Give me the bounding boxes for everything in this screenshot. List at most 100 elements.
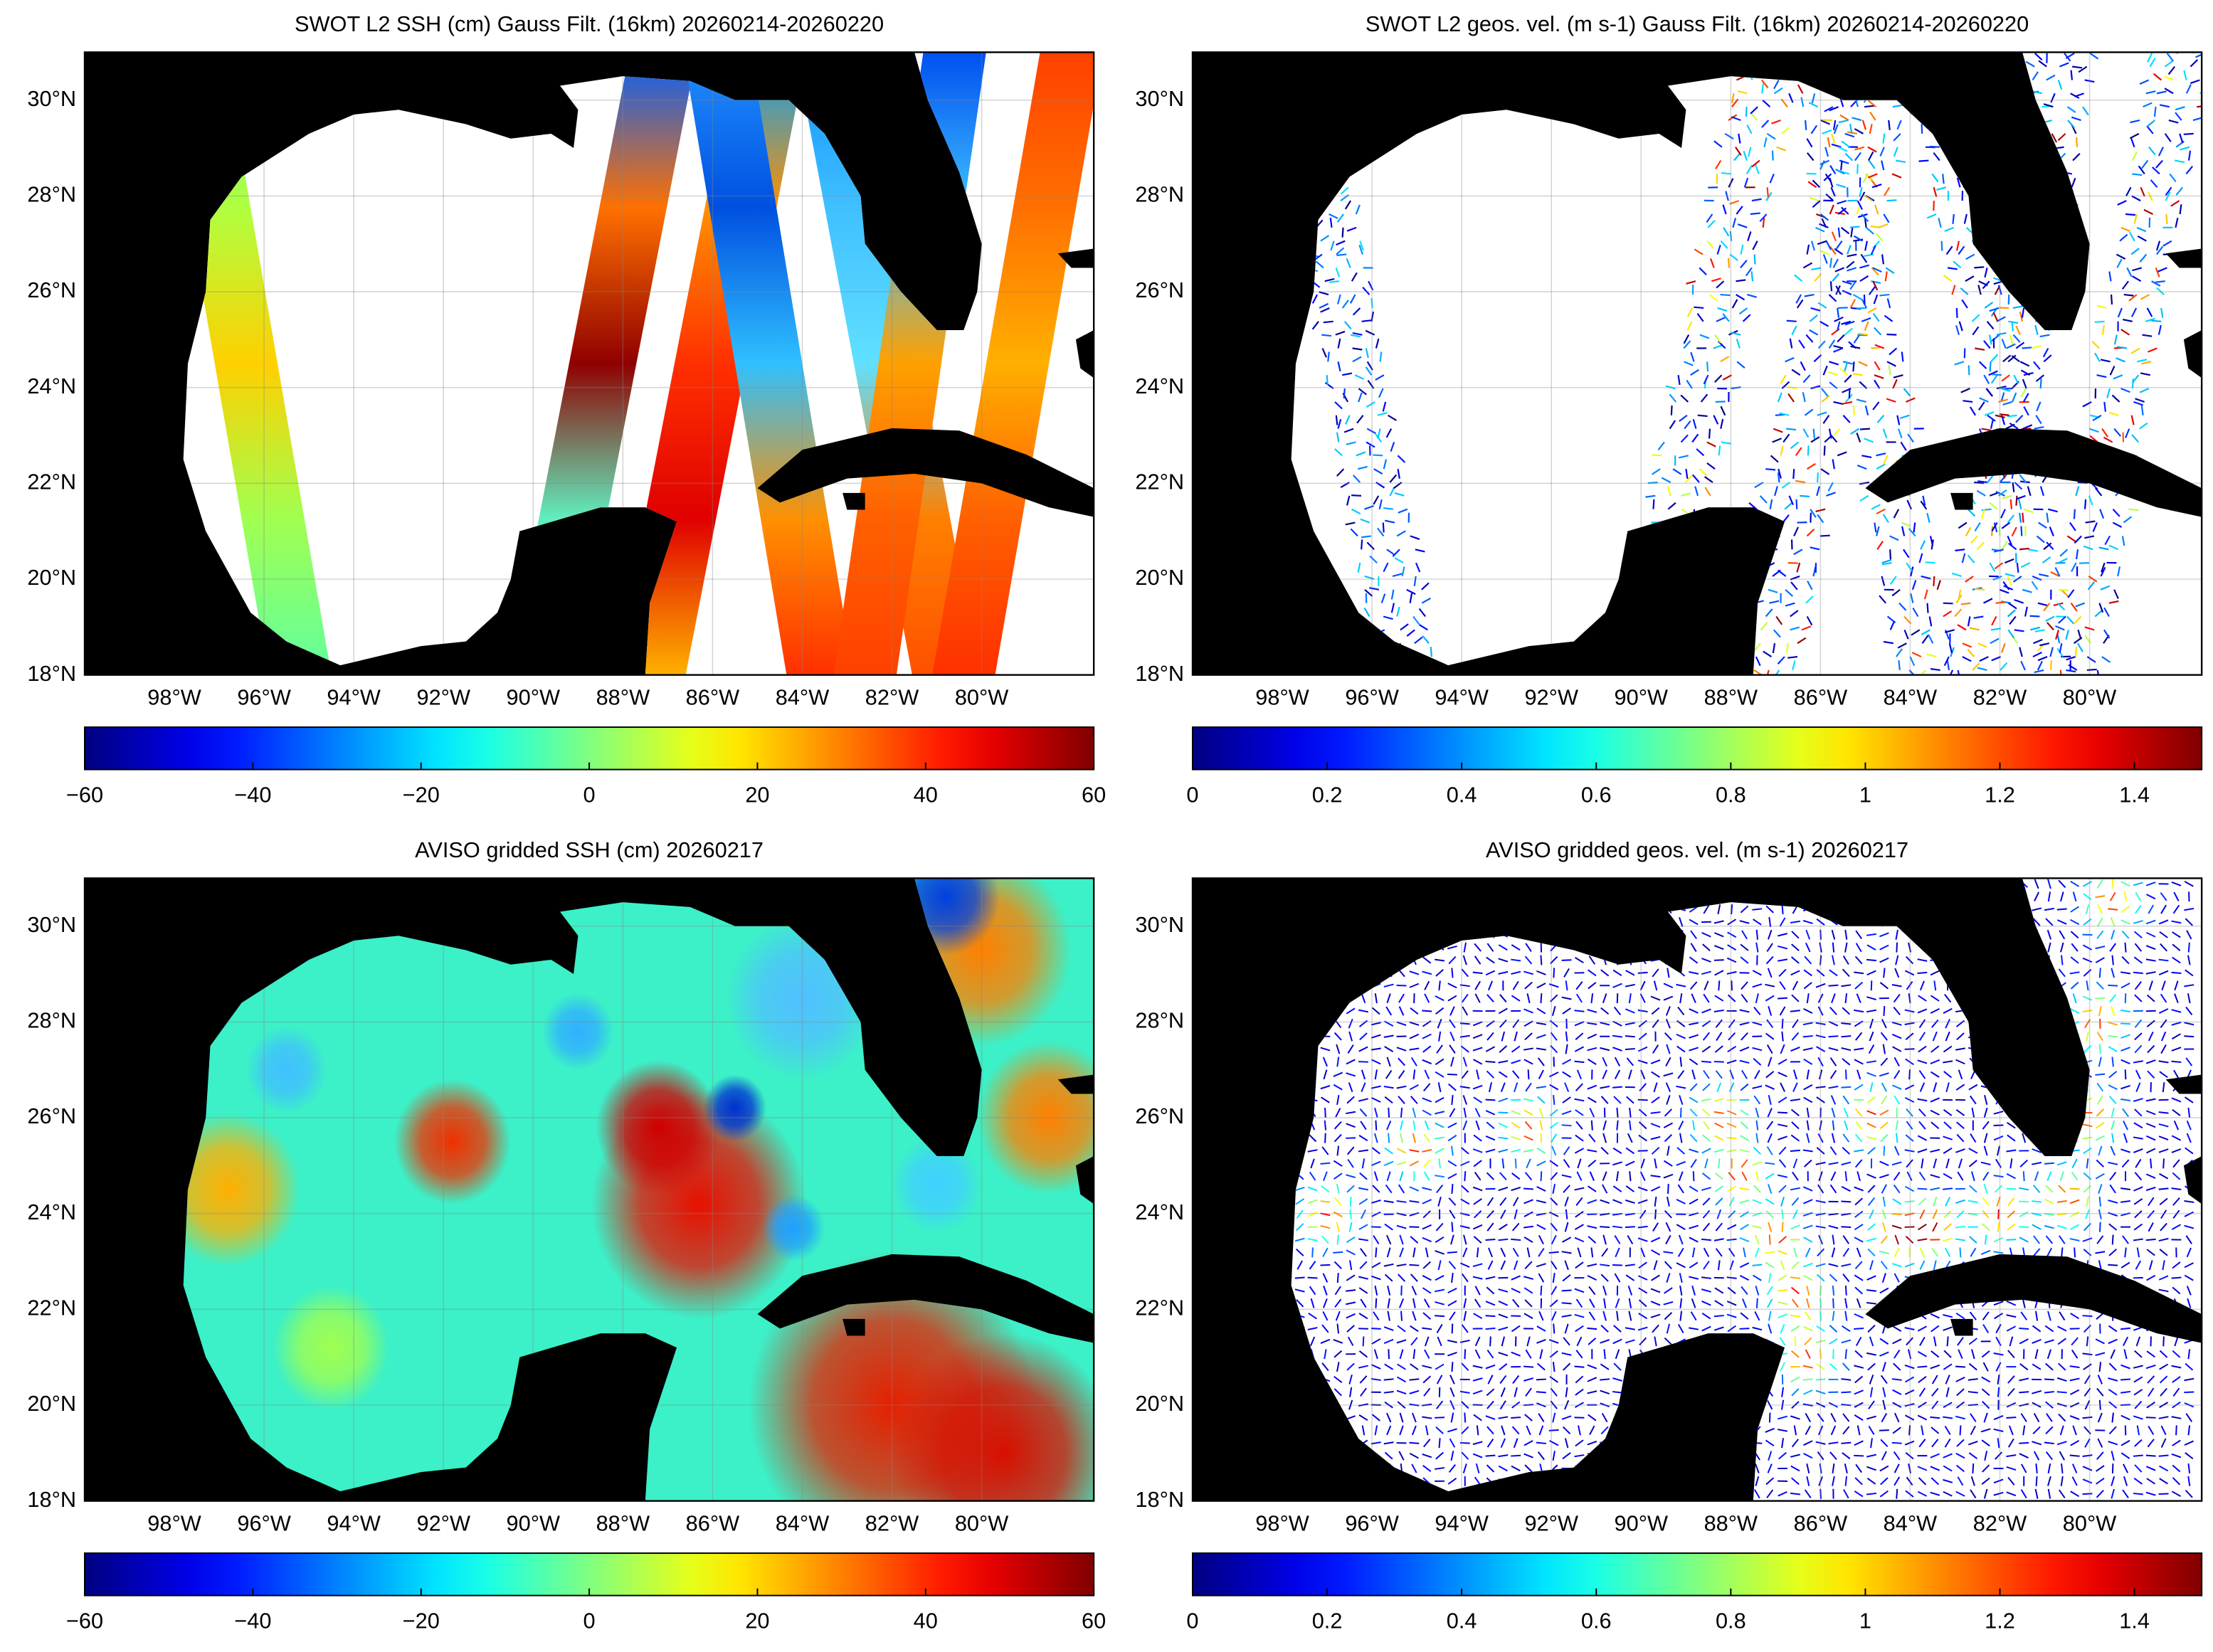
velocity-arrow [1464, 1171, 1467, 1182]
velocity-arrow [1548, 1251, 1559, 1254]
velocity-arrow [1854, 1133, 1863, 1143]
velocity-arrow [2116, 253, 2126, 260]
velocity-arrow [2076, 549, 2079, 560]
velocity-arrow [1549, 1084, 1559, 1091]
velocity-arrow [1370, 1199, 1381, 1204]
velocity-arrow [2032, 1148, 2042, 1153]
velocity-arrow [1461, 968, 1469, 978]
velocity-arrow [1926, 213, 1937, 219]
velocity-arrow [2172, 1172, 2181, 1180]
velocity-arrow [1437, 1336, 1442, 1347]
velocity-arrow [1409, 1200, 1420, 1203]
island [843, 492, 865, 510]
velocity-arrow [1780, 445, 1784, 456]
velocity-arrow [1993, 549, 2004, 553]
velocity-arrow [1340, 194, 1349, 202]
velocity-arrow [1848, 388, 1851, 398]
velocity-arrow [1701, 1301, 1711, 1306]
velocity-arrow [2046, 512, 2049, 523]
velocity-arrow [2171, 1097, 2182, 1103]
velocity-arrow [1841, 1212, 1852, 1216]
velocity-arrow [1863, 295, 1866, 305]
velocity-arrow [1511, 1325, 1521, 1333]
velocity-arrow [1188, 231, 1191, 240]
velocity-arrow [1806, 138, 1813, 148]
velocity-arrow [2038, 521, 2047, 529]
velocity-arrow [1897, 642, 1907, 649]
velocity-arrow [1321, 1146, 1329, 1155]
velocity-arrow [1958, 589, 1962, 600]
velocity-arrow [2135, 1082, 2141, 1092]
lat-tick-label: 18°N [27, 1487, 76, 1512]
velocity-arrow [1413, 576, 1417, 586]
velocity-arrow [1447, 1122, 1457, 1128]
velocity-arrow [2108, 1071, 2118, 1079]
velocity-arrow [1551, 1311, 1557, 1321]
velocity-arrow [1864, 217, 1867, 228]
velocity-arrow [1883, 640, 1894, 645]
velocity-arrow [1866, 1096, 1876, 1104]
velocity-arrow [1341, 300, 1349, 309]
velocity-arrow [2042, 556, 2051, 563]
velocity-arrow [2032, 1185, 2041, 1194]
velocity-arrow [2011, 526, 2017, 536]
velocity-arrow [1978, 361, 1987, 369]
velocity-arrow [2168, 119, 2179, 124]
velocity-arrow [2148, 347, 2157, 353]
velocity-arrow [1778, 933, 1788, 937]
velocity-arrow [1667, 1145, 1670, 1156]
velocity-arrow [1853, 235, 1864, 242]
island [843, 1318, 865, 1336]
velocity-arrow [1828, 1020, 1839, 1027]
velocity-arrow [2172, 1261, 2181, 1269]
velocity-arrow [1829, 1057, 1837, 1066]
velocity-arrow [2083, 918, 2092, 926]
velocity-arrow [1944, 629, 1955, 633]
velocity-arrow [1587, 1033, 1597, 1039]
velocity-arrow [1709, 258, 1715, 268]
velocity-arrow [1879, 1174, 1889, 1179]
velocity-arrow [1889, 549, 1892, 560]
velocity-arrow [1897, 428, 1903, 439]
velocity-arrow [2120, 1327, 2131, 1330]
velocity-arrow [1822, 254, 1828, 264]
velocity-arrow [1866, 1071, 1876, 1077]
velocity-arrow [2070, 880, 2080, 887]
velocity-arrow [1330, 240, 1335, 251]
velocity-arrow [1174, 228, 1176, 238]
velocity-arrow [1700, 393, 1708, 403]
velocity-arrow [1832, 942, 1835, 953]
velocity-arrow [1729, 1260, 1734, 1271]
velocity-arrow [1831, 143, 1842, 148]
velocity-arrow [2100, 359, 2111, 363]
velocity-arrow [2172, 1159, 2180, 1168]
velocity-arrow [1803, 1007, 1813, 1015]
velocity-arrow [1920, 540, 1926, 550]
velocity-arrow [2082, 106, 2089, 116]
velocity-arrow [2047, 891, 2051, 902]
velocity-arrow [1863, 194, 1873, 202]
velocity-arrow [1767, 1108, 1773, 1118]
velocity-arrow [2120, 226, 2131, 233]
velocity-arrow [1752, 1225, 1763, 1229]
velocity-arrow [1928, 616, 1933, 627]
velocity-arrow [2121, 955, 2130, 965]
velocity-arrow [1930, 995, 1940, 1002]
velocity-arrow [1309, 1260, 1316, 1270]
velocity-arrow [1879, 595, 1886, 604]
lat-tick-label: 22°N [1135, 469, 1184, 494]
velocity-arrow [2109, 891, 2116, 901]
velocity-arrow [1689, 1261, 1699, 1269]
velocity-arrow [2125, 186, 2132, 197]
velocity-arrow [1562, 1237, 1572, 1243]
velocity-arrow [1701, 1148, 1711, 1154]
velocity-arrow [1727, 931, 1737, 938]
velocity-arrow [1824, 106, 1834, 112]
velocity-arrow [1831, 133, 1836, 144]
velocity-arrow [1753, 918, 1762, 926]
velocity-arrow [1755, 1298, 1758, 1308]
velocity-arrow [1690, 351, 1695, 362]
velocity-arrow [2146, 307, 2153, 317]
velocity-arrow [1866, 970, 1876, 976]
velocity-arrow [2145, 971, 2156, 975]
